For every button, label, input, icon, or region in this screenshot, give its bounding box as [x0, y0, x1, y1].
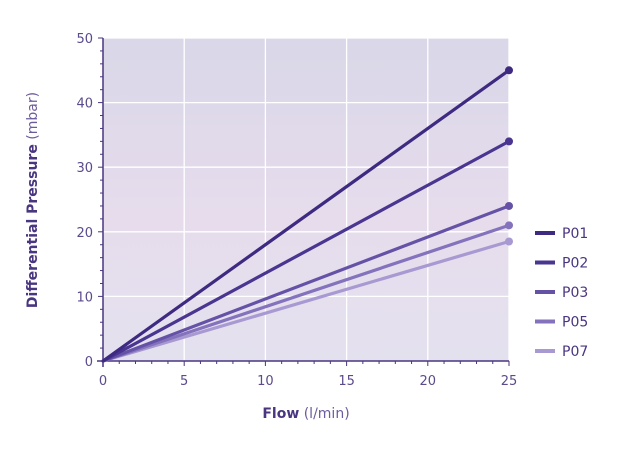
plot-area: [103, 38, 509, 361]
series-line-P01: [101, 68, 511, 363]
y-tick-label-20: 20: [76, 226, 93, 241]
series-point-P02: [505, 137, 513, 146]
legend: P01 P02 P03 P05 P07: [535, 226, 588, 360]
series-point-P05: [505, 221, 513, 230]
x-axis-title: Flow (l/min): [262, 406, 349, 422]
series-point-P03: [505, 201, 513, 210]
x-tick-label-5: 5: [180, 374, 188, 389]
x-tick-label-20: 20: [420, 374, 437, 389]
tick-labels: 0 10 20 30 40 50 0 5 10 15 20 25: [76, 32, 517, 389]
x-axis-unit: (l/min): [304, 406, 350, 422]
series-line-P07: [101, 239, 511, 363]
y-axis-label: Differential Pressure: [25, 144, 41, 308]
y-axis-unit: (mbar): [25, 92, 41, 140]
axes: [97, 37, 510, 367]
series-point-P07: [505, 237, 513, 246]
x-tick-label-15: 15: [338, 374, 355, 389]
legend-label-P03: P03: [562, 285, 588, 301]
legend-label-P07: P07: [562, 344, 588, 360]
x-axis-label: Flow: [262, 406, 299, 422]
y-tick-label-0: 0: [85, 355, 93, 370]
y-tick-label-40: 40: [76, 97, 93, 112]
legend-label-P05: P05: [562, 315, 588, 331]
grid: [103, 37, 510, 361]
x-tick-label-0: 0: [99, 374, 107, 389]
y-tick-label-10: 10: [76, 290, 93, 305]
x-tick-label-10: 10: [257, 374, 274, 389]
y-axis-title: Differential Pressure (mbar): [25, 92, 41, 308]
series-line-P02: [101, 139, 511, 363]
series-point-P01: [505, 66, 513, 75]
legend-label-P02: P02: [562, 256, 588, 272]
legend-label-P01: P01: [562, 226, 588, 242]
y-tick-label-30: 30: [76, 161, 93, 176]
x-tick-label-25: 25: [501, 374, 518, 389]
y-tick-label-50: 50: [76, 32, 93, 47]
series-line-P05: [101, 223, 511, 363]
series-group: [101, 66, 513, 363]
series-line-P03: [101, 204, 511, 363]
